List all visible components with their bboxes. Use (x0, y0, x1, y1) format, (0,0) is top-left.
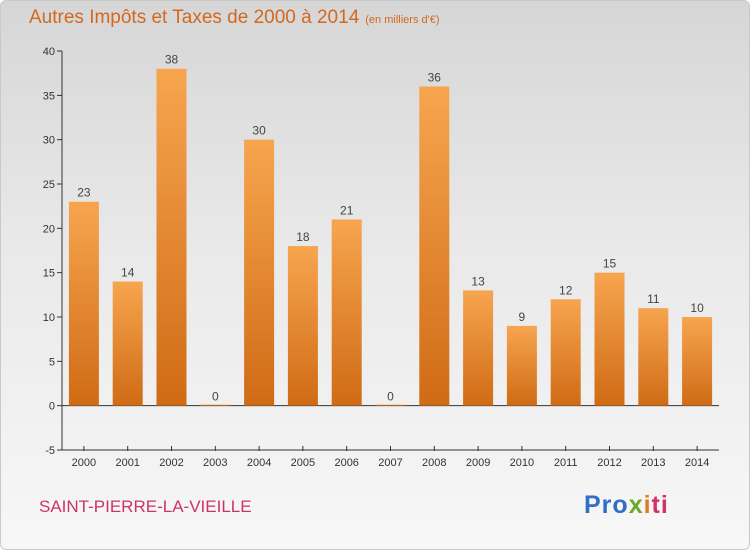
bar-2000 (68, 201, 99, 406)
y-tick-label: 5 (49, 356, 55, 368)
data-label-2006: 21 (340, 203, 354, 217)
proxiti-logo: Proxiti (584, 491, 669, 520)
bar-2011 (550, 299, 581, 406)
chart-subtitle: (en milliers d'€) (365, 14, 440, 26)
data-label-2009: 13 (471, 274, 485, 288)
data-label-2013: 11 (647, 292, 660, 306)
commune-name: SAINT-PIERRE-LA-VIEILLE (39, 497, 252, 516)
x-tick-label-2014: 2014 (685, 457, 709, 469)
bar-2003 (200, 404, 231, 406)
x-tick-label-2005: 2005 (291, 457, 315, 469)
bar-2002 (156, 68, 187, 406)
bar-2009 (463, 290, 494, 406)
x-tick-label-2010: 2010 (510, 457, 534, 469)
x-tick-label-2006: 2006 (334, 457, 358, 469)
x-tick-label-2004: 2004 (247, 457, 271, 469)
y-tick-label: 40 (43, 46, 55, 58)
bars (68, 68, 713, 406)
x-tick-label-2007: 2007 (378, 457, 402, 469)
x-tick-label-2008: 2008 (422, 457, 446, 469)
data-label-2011: 12 (559, 283, 573, 297)
bar-2014 (682, 317, 713, 406)
y-tick-label: 35 (43, 90, 55, 102)
chart-title-text: Autres Impôts et Taxes de 2000 à 2014 (29, 7, 360, 28)
data-label-2000: 23 (77, 186, 91, 200)
logo-part-4: ti (651, 491, 669, 519)
data-label-2010: 9 (519, 310, 526, 324)
x-tick-label-2002: 2002 (159, 457, 183, 469)
bar-2007 (375, 404, 406, 406)
logo-part-2: x (628, 491, 644, 519)
y-tick-label: 0 (49, 401, 55, 413)
y-tick-label: 15 (43, 268, 55, 280)
bar-2013 (638, 308, 669, 406)
data-labels: 23 14 38 0 30 18 21 0 36 13 9 12 15 11 10 (77, 53, 704, 404)
y-tick-label: 30 (43, 135, 55, 147)
data-label-2008: 36 (428, 70, 442, 84)
data-label-2014: 10 (690, 301, 704, 315)
bar-2010 (506, 325, 537, 406)
data-label-2005: 18 (296, 230, 310, 244)
data-label-2004: 30 (252, 124, 266, 138)
x-tick-label-2012: 2012 (597, 457, 621, 469)
x-tick-label-2001: 2001 (115, 457, 139, 469)
bar-2005 (287, 246, 318, 406)
data-label-2002: 38 (165, 53, 179, 67)
x-tick-label-2009: 2009 (466, 457, 490, 469)
y-tick-label: -5 (45, 445, 55, 457)
x-tick-label-2003: 2003 (203, 457, 227, 469)
bar-2006 (331, 219, 362, 406)
x-tick-label-2013: 2013 (641, 457, 665, 469)
logo-part-1: Pro (584, 491, 629, 519)
bar-2012 (594, 272, 625, 406)
data-label-2007: 0 (387, 390, 394, 404)
data-label-2003: 0 (212, 390, 219, 404)
x-tick-label-2011: 2011 (554, 457, 578, 469)
bar-2001 (112, 281, 143, 406)
bar-2008 (419, 86, 450, 406)
bar-2004 (244, 139, 275, 406)
chart-title: Autres Impôts et Taxes de 2000 à 2014 (en… (29, 7, 440, 29)
data-label-2012: 15 (603, 257, 617, 271)
y-tick-label: 10 (43, 312, 55, 324)
x-tick-label-2000: 2000 (72, 457, 96, 469)
logo-part-3: i (643, 491, 652, 519)
y-tick-label: 20 (43, 223, 55, 235)
data-label-2001: 14 (121, 266, 135, 280)
y-tick-label: 25 (43, 179, 55, 191)
